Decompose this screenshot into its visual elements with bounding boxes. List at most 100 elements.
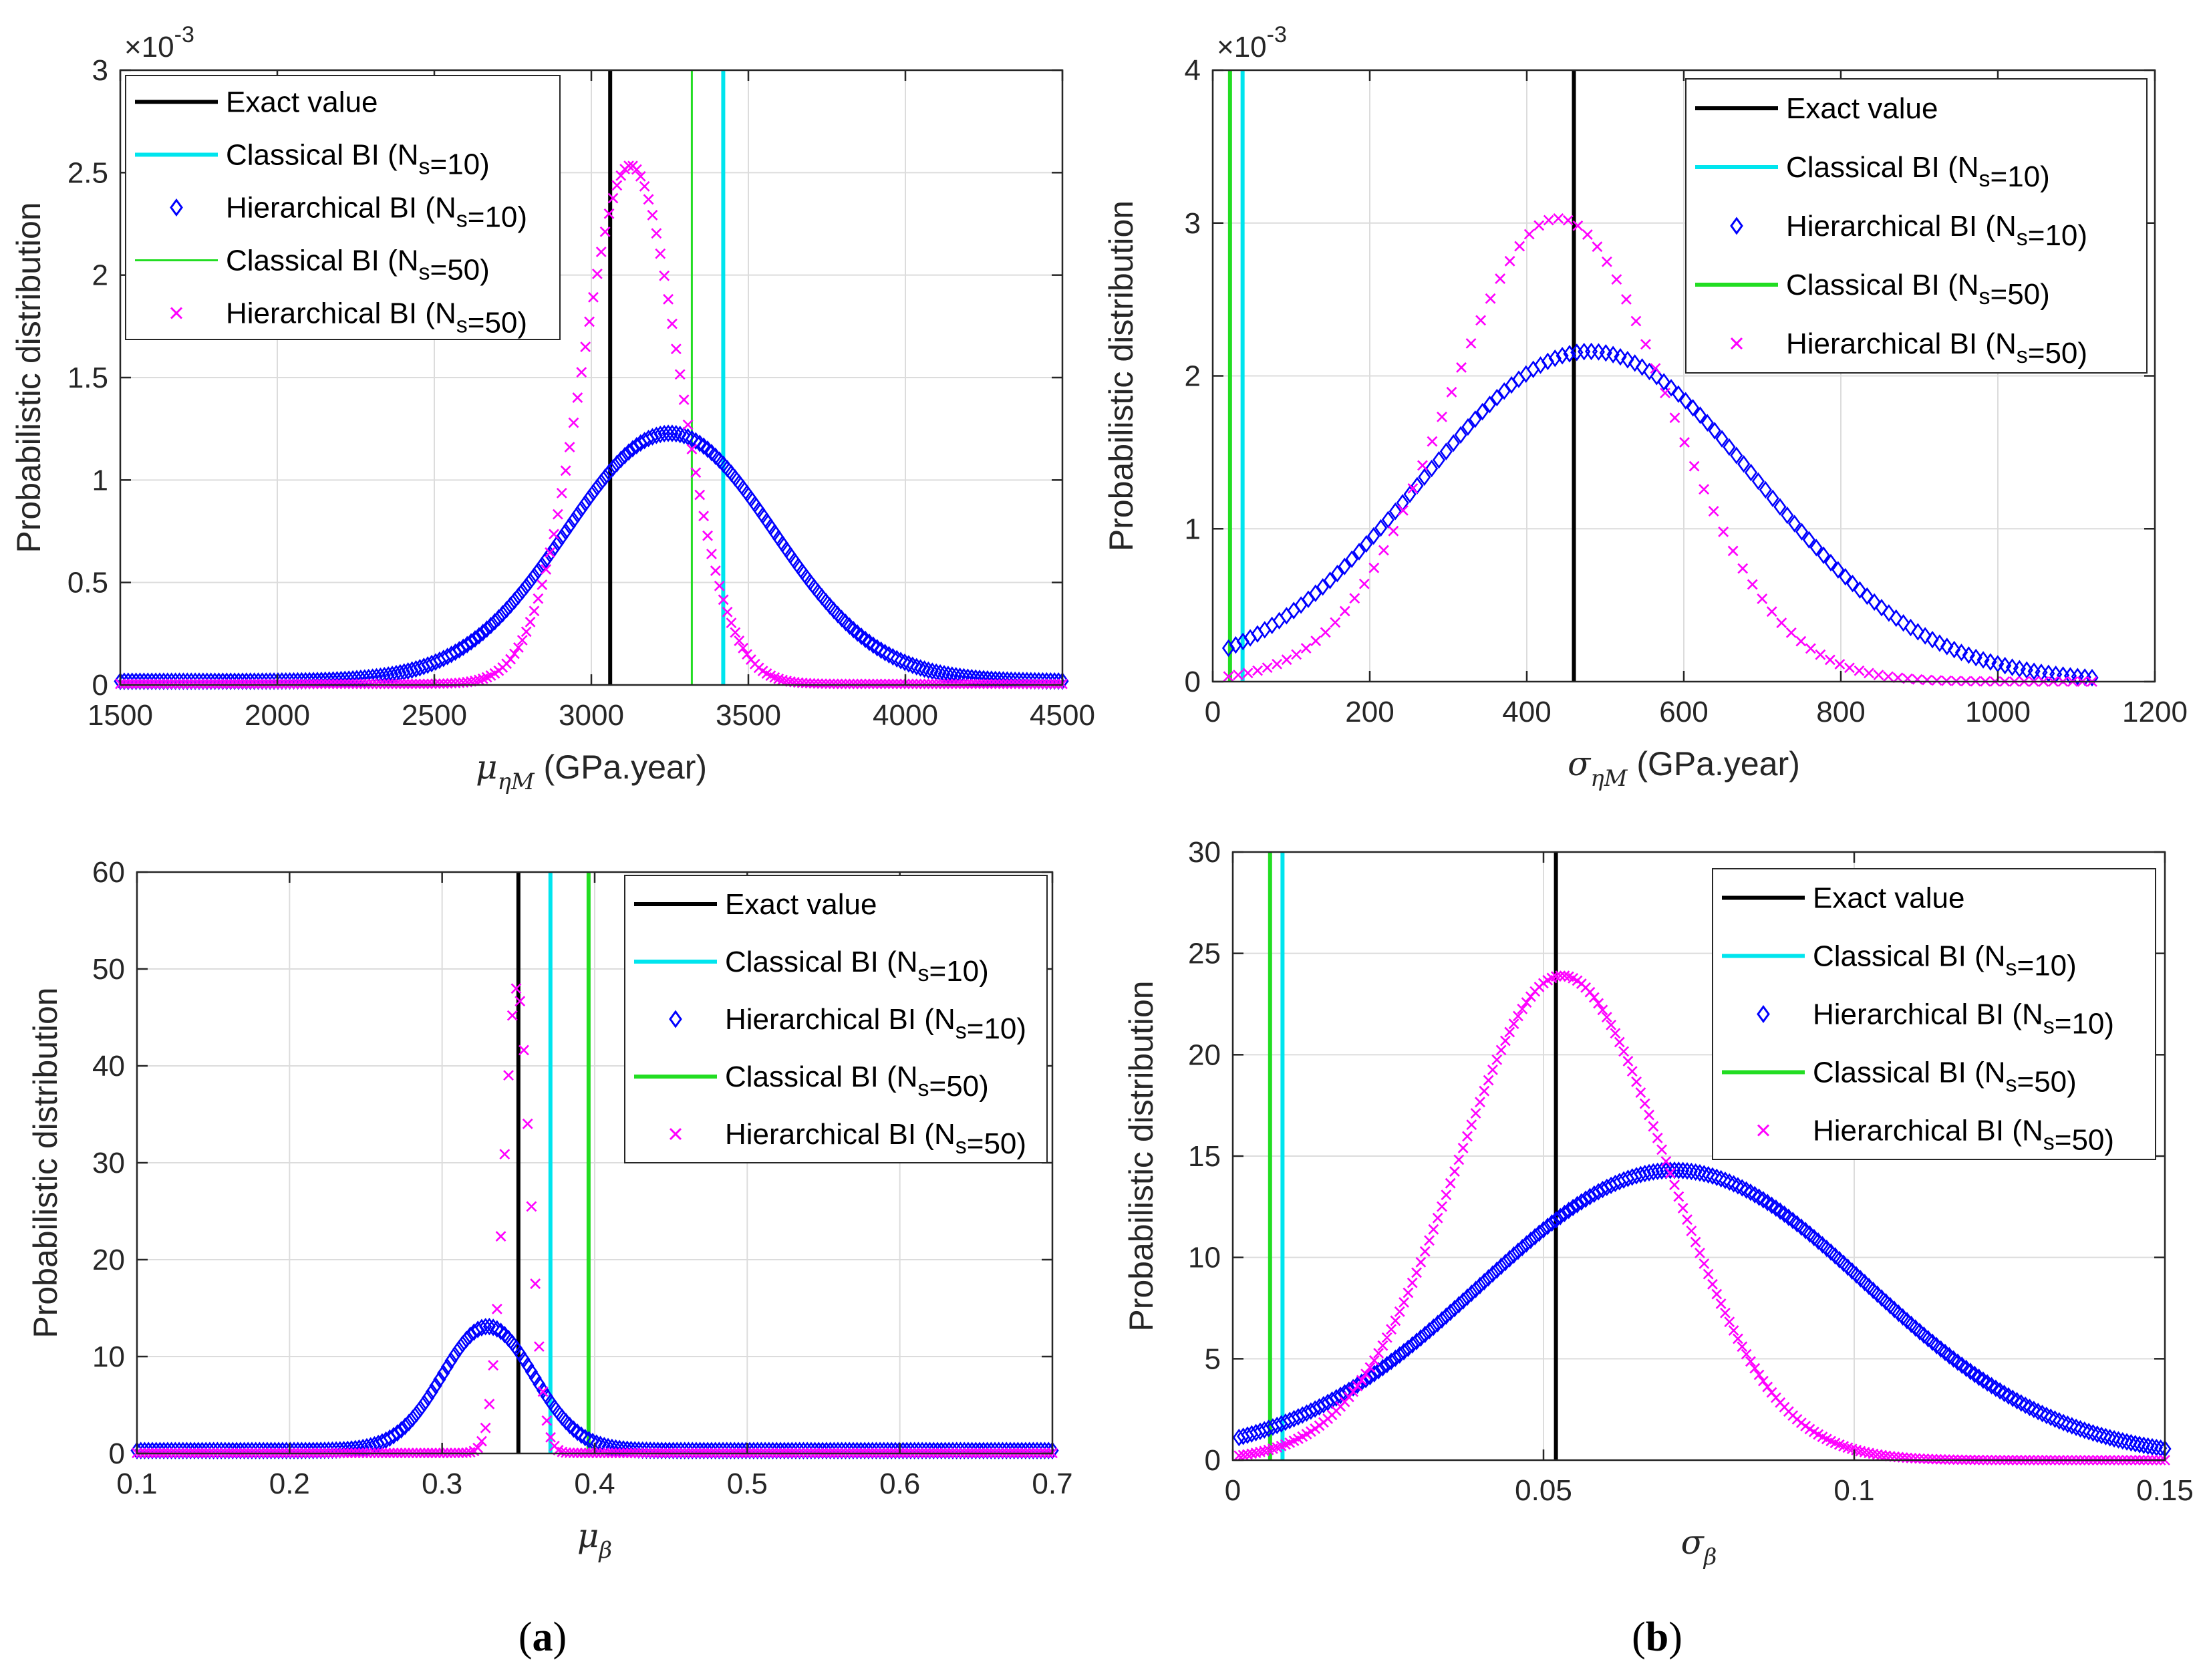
hier-10-series-point	[496, 605, 509, 623]
hier-10-series-point	[1744, 1183, 1757, 1202]
hier-50-series-point	[355, 678, 366, 690]
hier-10-series-point	[595, 473, 608, 491]
hier-50-series-point	[442, 678, 453, 689]
hier-50-series-point	[828, 678, 839, 690]
hier-10-series-point	[1476, 402, 1489, 421]
hier-50-series-point	[1517, 1003, 1528, 1014]
hier-50-series-point	[990, 678, 1001, 690]
hier-10-series-point	[1672, 1161, 1685, 1179]
hier-10-series-point	[1380, 1355, 1394, 1374]
hier-10-series-point	[1432, 451, 1446, 469]
hier-50-series-point	[615, 170, 627, 181]
hier-50-series-point	[954, 678, 966, 690]
x-tick-label: 0.15	[2136, 1474, 2194, 1507]
hier-50-series-point	[1922, 1453, 1934, 1465]
x-axis-label: μβ	[577, 1516, 612, 1564]
hier-10-series	[114, 424, 1069, 690]
legend: Exact value Classical BI (Ns=10) Hierarchi…	[125, 75, 561, 340]
hier-50-series-point	[978, 678, 989, 690]
x-tick-label: 0.5	[727, 1467, 768, 1500]
hier-50-series-point	[1049, 678, 1060, 690]
hier-50-series-point	[1543, 215, 1554, 226]
hier-50-series-point	[545, 1431, 556, 1443]
legend-label-classical50: Classical BI (Ns=50)	[1813, 1057, 2077, 1099]
hier-10-series-point	[2010, 1391, 2024, 1410]
hier-10-series-point	[1562, 1202, 1576, 1220]
hier-50-series-point	[595, 247, 607, 257]
hier-10-series-point	[1550, 1211, 1563, 1229]
hier-10-series-point	[1969, 648, 1982, 667]
hier-10-series-point	[1376, 1359, 1390, 1377]
hier-10-series-point	[2133, 1435, 2146, 1453]
hier-10-series-point	[1439, 442, 1453, 460]
hier-10-series-point	[1751, 472, 1765, 491]
hier-10-series-point	[1548, 349, 1562, 368]
hier-50-series-point	[994, 678, 1005, 690]
hier-10-series-point	[1693, 1163, 1707, 1182]
hier-10-series-point	[906, 656, 919, 674]
hier-10-series-point	[1316, 578, 1330, 596]
hier-50-series-point	[1815, 649, 1826, 660]
hier-50-series-point	[564, 442, 575, 452]
y-tick-label: 3	[92, 54, 108, 87]
hier-10-series-point	[1330, 565, 1344, 583]
x-tick-label: 2500	[402, 699, 467, 732]
hier-50-series-point	[1407, 483, 1419, 494]
hier-50-series-point	[730, 627, 741, 638]
hier-50-series-point	[315, 678, 327, 690]
hier-10-series-point	[1614, 347, 1627, 366]
hier-50-series-point	[122, 678, 134, 690]
hier-50-series-point	[678, 394, 690, 406]
hier-50-series-point	[1880, 1450, 1892, 1461]
hier-10-series-point	[2124, 1433, 2138, 1452]
hier-10-series-point	[1403, 485, 1417, 503]
hier-50-series-point	[1033, 678, 1044, 690]
legend-label-hier50: Hierarchical BI (Ns=50)	[725, 1118, 1026, 1160]
hier-50-series-point	[418, 678, 430, 690]
hier-50-series-point	[387, 678, 398, 690]
hier-50-series	[1223, 213, 2097, 687]
hier-50-series-point	[1745, 1356, 1756, 1367]
hier-50-series-point	[647, 210, 658, 221]
hier-50-series-point	[1931, 1453, 1942, 1465]
legend-label-exact: Exact value	[226, 86, 378, 119]
hier-10-series-point	[685, 430, 699, 448]
legend-box	[1685, 78, 2148, 374]
hier-50-series-point	[1737, 1341, 1748, 1353]
hier-10-series-point	[1528, 1228, 1541, 1246]
hier-10-series-point	[1693, 406, 1707, 424]
hier-50-series-point	[1582, 229, 1593, 240]
hier-50-series-point	[1428, 1224, 1439, 1235]
hier-10-series-point	[468, 629, 482, 648]
hier-10-series-point	[875, 641, 888, 660]
hier-50-series-point	[856, 678, 867, 690]
hier-10-series-point	[1388, 502, 1402, 521]
hier-50-series-point	[1686, 1226, 1697, 1236]
hier-10-series-point	[410, 1405, 424, 1423]
hier-50-series-point	[966, 678, 978, 690]
chart-sigma_eta: 0 200 400 600 800 1000 1200 0 1 2 3 4 ×10-3 Probabili…	[1102, 22, 2188, 792]
legend-label-classical10: Classical BI (Ns=10)	[725, 946, 989, 988]
hier-50-series-point	[659, 270, 670, 281]
y-tick-label: 15	[1188, 1140, 1221, 1173]
hier-10-series-point	[1701, 414, 1714, 432]
hier-50-series-point	[182, 678, 193, 690]
hier-50-series-point	[1010, 678, 1021, 690]
hier-10-series-point	[981, 670, 994, 688]
hier-50-series-point	[588, 291, 599, 303]
hier-10-series-point	[902, 655, 915, 673]
hier-10-series-point	[583, 488, 596, 507]
hier-10-series-point	[1748, 1185, 1761, 1204]
hier-10-series-point	[1519, 1235, 1533, 1253]
hier-50-series-point	[651, 228, 662, 239]
hier-10-series-point	[472, 627, 486, 645]
hier-50-series-point	[919, 678, 930, 690]
hier-10-series-point	[910, 658, 923, 676]
hier-50-series-point	[1592, 241, 1603, 253]
hier-50-series-point	[1300, 643, 1312, 654]
hier-10-series-point	[516, 582, 529, 600]
y-tick-label: 3	[1185, 207, 1201, 240]
hier-50-series-point	[639, 180, 650, 192]
hier-10-series-point	[898, 653, 911, 672]
hier-50-series-point	[931, 678, 942, 690]
